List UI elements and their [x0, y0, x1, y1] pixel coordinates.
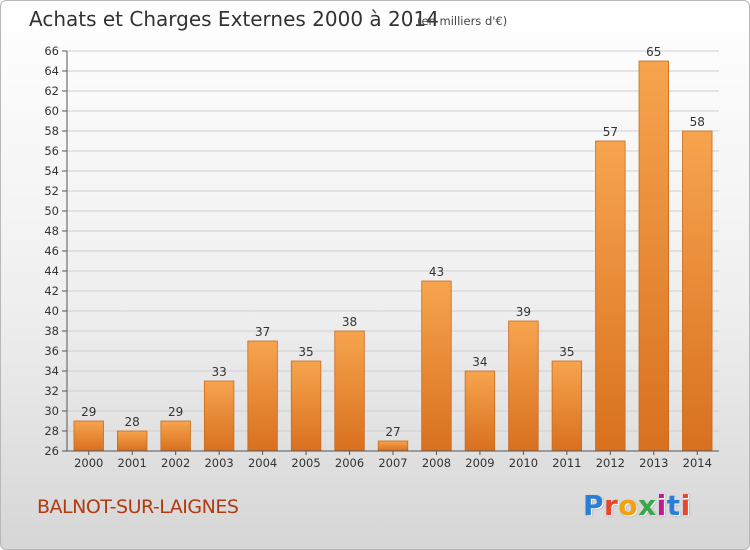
y-tick-label: 40 — [44, 304, 59, 318]
y-tick-label: 26 — [44, 444, 59, 458]
bar-2007 — [377, 440, 409, 452]
data-label-2000: 29 — [81, 405, 96, 419]
data-label-2001: 28 — [125, 415, 140, 429]
data-label-2008: 43 — [429, 265, 444, 279]
logo-letter: r — [604, 489, 619, 522]
data-label-2009: 34 — [472, 355, 487, 369]
data-label-2014: 58 — [690, 115, 705, 129]
commune-name: BALNOT-SUR-LAIGNES — [37, 496, 239, 518]
y-tick-label: 52 — [44, 184, 59, 198]
bar-2013 — [638, 60, 669, 452]
y-axis-ticks: 26 28 30 32 34 36 38 40 42 44 46 48 50 52 54 56 58 60 62 64… — [44, 44, 67, 458]
logo-letter: i — [680, 489, 691, 522]
data-label-2005: 35 — [298, 345, 313, 359]
bar-2001 — [117, 430, 148, 452]
chart-subtitle: (en milliers d'€) — [417, 14, 508, 28]
logo-letter: x — [638, 489, 657, 522]
x-tick-label-2007: 2007 — [378, 456, 407, 470]
bar-2011 — [551, 360, 583, 452]
y-tick-label: 46 — [44, 244, 59, 258]
y-tick-label: 36 — [44, 344, 59, 358]
x-tick-label-2006: 2006 — [335, 456, 364, 470]
x-tick-label-2014: 2014 — [683, 456, 712, 470]
bar-2000 — [73, 420, 104, 452]
x-tick-label-2013: 2013 — [639, 456, 668, 470]
y-tick-label: 50 — [44, 204, 59, 218]
data-label-2004: 37 — [255, 325, 270, 339]
y-tick-label: 58 — [44, 124, 59, 138]
logo-letter: o — [618, 489, 639, 522]
bar-2010 — [508, 320, 539, 452]
logo-letter: t — [666, 489, 681, 522]
y-tick-label: 60 — [44, 104, 59, 118]
x-axis-ticks: 2000 2001 2002 2003 2004 2005 2006 2007 2008 2009… — [74, 451, 712, 470]
x-tick-label-2002: 2002 — [161, 456, 190, 470]
x-tick-label-2012: 2012 — [596, 456, 625, 470]
x-tick-label-2003: 2003 — [204, 456, 233, 470]
data-labels: 29 28 29 33 37 35 38 27 43 34 39 35 57 65 58 — [81, 45, 705, 439]
y-tick-label: 32 — [44, 384, 59, 398]
y-tick-label: 66 — [44, 44, 59, 58]
bar-2004 — [247, 340, 278, 452]
data-label-2012: 57 — [603, 125, 618, 139]
data-label-2006: 38 — [342, 315, 357, 329]
logo-letter: P — [583, 489, 605, 522]
bar-2002 — [160, 420, 191, 452]
y-tick-label: 34 — [44, 364, 59, 378]
x-tick-label-2004: 2004 — [248, 456, 277, 470]
y-tick-label: 48 — [44, 224, 59, 238]
data-label-2002: 29 — [168, 405, 183, 419]
y-tick-label: 54 — [44, 164, 59, 178]
y-tick-label: 44 — [44, 264, 59, 278]
x-tick-label-2000: 2000 — [74, 456, 103, 470]
y-tick-label: 42 — [44, 284, 59, 298]
bar-2003 — [203, 380, 235, 452]
bar-2008 — [421, 280, 452, 452]
y-tick-label: 38 — [44, 324, 59, 338]
data-label-2013: 65 — [646, 45, 661, 59]
bar-2014 — [682, 130, 713, 452]
y-tick-label: 62 — [44, 84, 59, 98]
axes — [66, 51, 719, 452]
y-tick-label: 28 — [44, 424, 59, 438]
bars — [73, 60, 713, 452]
x-tick-label-2009: 2009 — [465, 456, 494, 470]
logo-letter: i — [656, 489, 667, 522]
x-tick-label-2010: 2010 — [509, 456, 538, 470]
data-label-2011: 35 — [559, 345, 574, 359]
y-tick-label: 30 — [44, 404, 59, 418]
chart-title: Achats et Charges Externes 2000 à 2014 — [29, 7, 439, 31]
bar-2006 — [334, 330, 365, 452]
x-tick-label-2001: 2001 — [118, 456, 147, 470]
y-tick-label: 64 — [44, 64, 59, 78]
x-tick-label-2011: 2011 — [552, 456, 581, 470]
data-label-2003: 33 — [211, 365, 226, 379]
x-tick-label-2005: 2005 — [291, 456, 320, 470]
bar-2005 — [290, 360, 322, 452]
x-tick-label-2008: 2008 — [422, 456, 451, 470]
data-label-2010: 39 — [516, 305, 531, 319]
proxiti-logo[interactable]: Proxiti — [583, 489, 691, 522]
bar-2012 — [595, 140, 626, 452]
bar-2009 — [464, 370, 496, 452]
data-label-2007: 27 — [385, 425, 400, 439]
y-tick-label: 56 — [44, 144, 59, 158]
